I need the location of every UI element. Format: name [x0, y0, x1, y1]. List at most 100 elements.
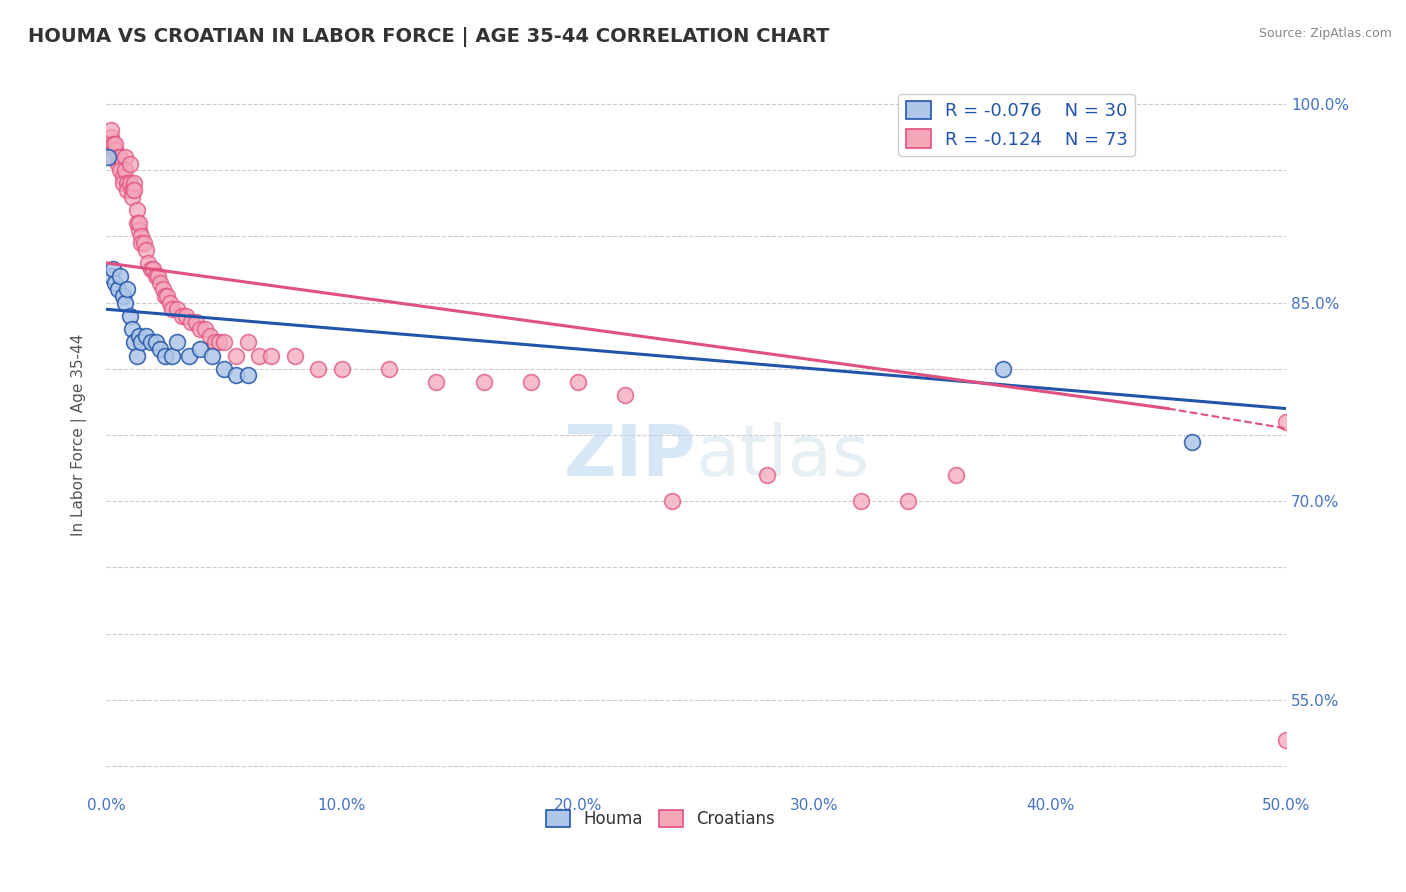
Point: [125, 216, 148, 230]
Point: [166, 302, 188, 317]
Point: [125, 349, 148, 363]
Point: [104, 276, 127, 290]
Point: [115, 282, 138, 296]
Point: [146, 269, 169, 284]
Point: [128, 216, 150, 230]
Point: [124, 335, 146, 350]
Point: [101, 150, 124, 164]
Point: [118, 309, 141, 323]
Point: [125, 202, 148, 217]
Point: [111, 169, 134, 184]
Point: [114, 295, 136, 310]
Text: HOUMA VS CROATIAN IN LABOR FORCE | AGE 35-44 CORRELATION CHART: HOUMA VS CROATIAN IN LABOR FORCE | AGE 3…: [28, 27, 830, 46]
Point: [307, 361, 329, 376]
Point: [152, 282, 174, 296]
Point: [132, 235, 155, 250]
Point: [755, 467, 778, 482]
Point: [166, 335, 188, 350]
Point: [194, 322, 217, 336]
Point: [108, 163, 131, 178]
Point: [100, 269, 122, 284]
Point: [198, 328, 221, 343]
Text: atlas: atlas: [696, 422, 870, 491]
Point: [897, 494, 920, 508]
Point: [170, 309, 193, 323]
Point: [121, 189, 143, 203]
Point: [114, 150, 136, 164]
Point: [236, 368, 259, 383]
Point: [330, 361, 353, 376]
Point: [138, 256, 160, 270]
Point: [145, 269, 167, 284]
Point: [184, 316, 207, 330]
Point: [160, 349, 183, 363]
Point: [174, 309, 197, 323]
Point: [131, 235, 153, 250]
Point: [131, 335, 153, 350]
Point: [100, 123, 122, 137]
Point: [567, 375, 589, 389]
Point: [177, 349, 200, 363]
Point: [156, 289, 179, 303]
Point: [378, 361, 401, 376]
Text: Source: ZipAtlas.com: Source: ZipAtlas.com: [1258, 27, 1392, 40]
Point: [425, 375, 447, 389]
Point: [139, 262, 162, 277]
Point: [101, 136, 124, 151]
Point: [135, 328, 157, 343]
Y-axis label: In Labor Force | Age 35-44: In Labor Force | Age 35-44: [72, 334, 87, 536]
Point: [661, 494, 683, 508]
Point: [108, 150, 131, 164]
Point: [142, 262, 165, 277]
Point: [159, 295, 181, 310]
Point: [520, 375, 543, 389]
Point: [145, 335, 167, 350]
Point: [97, 136, 120, 151]
Legend: Houma, Croatians: Houma, Croatians: [540, 803, 782, 834]
Point: [945, 467, 967, 482]
Point: [107, 282, 129, 296]
Text: ZIP: ZIP: [564, 422, 696, 491]
Point: [101, 262, 124, 277]
Point: [121, 183, 143, 197]
Point: [118, 177, 141, 191]
Point: [260, 349, 283, 363]
Point: [472, 375, 495, 389]
Point: [160, 302, 183, 317]
Point: [135, 243, 157, 257]
Point: [153, 349, 176, 363]
Point: [1180, 434, 1202, 449]
Point: [124, 183, 146, 197]
Point: [284, 349, 307, 363]
Point: [1275, 732, 1298, 747]
Point: [247, 349, 270, 363]
Point: [115, 177, 138, 191]
Point: [201, 349, 224, 363]
Point: [225, 368, 247, 383]
Point: [225, 349, 247, 363]
Point: [104, 143, 127, 157]
Point: [204, 335, 226, 350]
Point: [139, 335, 162, 350]
Point: [97, 150, 120, 164]
Point: [121, 322, 143, 336]
Point: [111, 177, 134, 191]
Point: [124, 177, 146, 191]
Point: [212, 361, 235, 376]
Point: [104, 136, 127, 151]
Point: [128, 328, 150, 343]
Point: [114, 163, 136, 178]
Point: [111, 289, 134, 303]
Point: [991, 361, 1014, 376]
Point: [149, 342, 172, 356]
Point: [128, 223, 150, 237]
Point: [1275, 415, 1298, 429]
Point: [190, 342, 212, 356]
Point: [149, 276, 172, 290]
Point: [180, 316, 202, 330]
Point: [107, 156, 129, 170]
Point: [849, 494, 872, 508]
Point: [115, 183, 138, 197]
Point: [131, 229, 153, 244]
Point: [212, 335, 235, 350]
